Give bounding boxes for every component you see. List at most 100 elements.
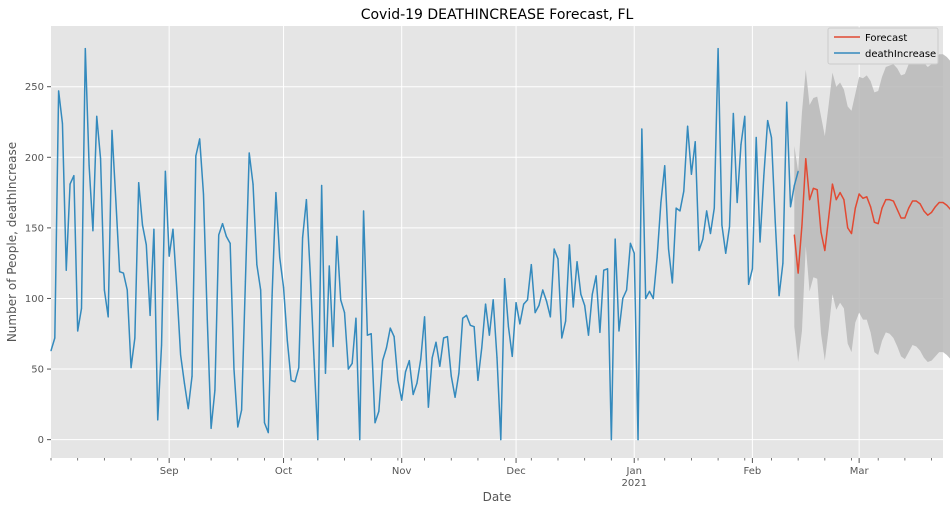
point-deathincrease (767, 119, 769, 122)
point-deathincrease (660, 201, 662, 204)
point-forecast (808, 199, 811, 201)
point-deathincrease (626, 289, 628, 291)
point-forecast (843, 199, 845, 201)
point-forecast (801, 224, 803, 226)
point-forecast (915, 200, 917, 202)
y-tick-label: 100 (25, 294, 44, 305)
point-deathincrease (633, 252, 635, 254)
point-deathincrease (88, 165, 90, 167)
point-deathincrease (671, 282, 673, 284)
point-deathincrease (138, 182, 140, 184)
point-deathincrease (160, 344, 163, 346)
point-deathincrease (747, 283, 750, 285)
point-deathincrease (355, 317, 357, 319)
point-deathincrease (652, 297, 654, 300)
point-deathincrease (778, 295, 780, 297)
point-deathincrease (130, 367, 132, 369)
point-deathincrease (446, 335, 449, 338)
point-deathincrease (218, 234, 220, 236)
point-forecast (942, 201, 944, 204)
point-deathincrease (176, 287, 178, 290)
point-deathincrease (294, 381, 296, 383)
point-deathincrease (321, 184, 323, 187)
point-deathincrease (275, 191, 277, 194)
point-deathincrease (221, 223, 224, 225)
point-deathincrease (389, 327, 391, 329)
point-deathincrease (233, 368, 235, 370)
point-forecast (877, 223, 879, 225)
point-deathincrease (286, 340, 288, 342)
point-deathincrease (717, 47, 719, 50)
point-deathincrease (301, 237, 304, 239)
point-deathincrease (141, 224, 144, 226)
point-deathincrease (679, 210, 681, 212)
point-forecast (938, 201, 940, 204)
point-forecast (847, 227, 849, 229)
point-deathincrease (267, 431, 269, 434)
point-deathincrease (568, 244, 571, 246)
point-forecast (866, 196, 868, 198)
point-deathincrease (126, 289, 128, 291)
point-deathincrease (382, 359, 384, 362)
point-forecast (831, 183, 834, 185)
point-deathincrease (698, 249, 700, 252)
point-deathincrease (202, 193, 205, 195)
point-deathincrease (119, 271, 121, 273)
point-deathincrease (332, 345, 334, 348)
point-deathincrease (305, 199, 307, 201)
x-tick-label: Mar (850, 466, 870, 477)
point-deathincrease (664, 165, 666, 167)
chart-title: Covid-19 DEATHINCREASE Forecast, FL (361, 7, 634, 23)
point-deathincrease (65, 269, 67, 271)
point-deathincrease (606, 268, 609, 270)
point-deathincrease (84, 47, 86, 50)
point-deathincrease (229, 242, 231, 245)
point-forecast (927, 214, 929, 216)
point-deathincrease (404, 371, 407, 373)
y-tick-label: 150 (25, 223, 44, 234)
point-deathincrease (290, 379, 292, 381)
point-forecast (885, 199, 887, 201)
point-deathincrease (462, 317, 464, 319)
point-deathincrease (477, 379, 479, 381)
x-axis-label: Date (483, 490, 512, 504)
point-deathincrease (721, 224, 723, 226)
point-deathincrease (206, 319, 208, 321)
point-deathincrease (324, 372, 327, 374)
point-deathincrease (401, 399, 403, 401)
point-deathincrease (789, 206, 792, 208)
point-deathincrease (241, 409, 243, 411)
point-deathincrease (347, 368, 349, 370)
point-deathincrease (450, 375, 452, 377)
point-deathincrease (397, 379, 399, 381)
point-deathincrease (187, 407, 189, 410)
point-deathincrease (61, 122, 64, 125)
point-deathincrease (244, 280, 247, 283)
point-forecast (900, 217, 902, 219)
point-deathincrease (496, 357, 498, 359)
point-deathincrease (454, 396, 456, 398)
point-deathincrease (740, 143, 742, 146)
point-deathincrease (122, 272, 125, 274)
point-deathincrease (500, 439, 502, 441)
point-deathincrease (99, 158, 102, 160)
point-deathincrease (587, 334, 590, 336)
point-forecast (835, 199, 837, 201)
point-deathincrease (328, 265, 330, 267)
point-deathincrease (115, 199, 117, 201)
x-tick-label: Oct (275, 466, 292, 477)
series-lines (50, 47, 950, 441)
point-forecast (869, 206, 872, 208)
point-deathincrease (488, 334, 490, 336)
point-deathincrease (492, 299, 494, 301)
point-deathincrease (507, 326, 510, 328)
point-deathincrease (603, 269, 605, 271)
point-forecast (896, 208, 898, 211)
point-deathincrease (145, 244, 147, 246)
point-deathincrease (553, 248, 555, 250)
point-deathincrease (763, 175, 765, 177)
point-deathincrease (298, 367, 300, 369)
point-forecast (873, 221, 875, 223)
point-deathincrease (378, 410, 380, 413)
point-deathincrease (73, 175, 75, 177)
